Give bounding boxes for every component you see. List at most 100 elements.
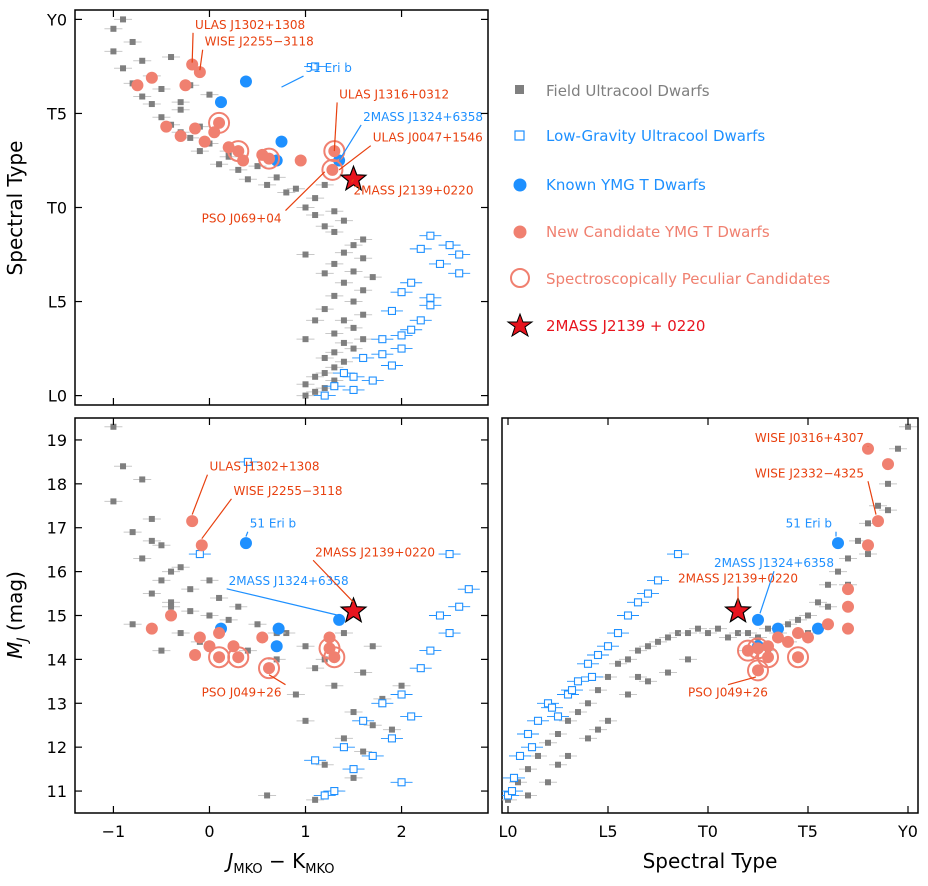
new-candidate-point	[822, 618, 834, 631]
peculiar-point-ring	[318, 637, 341, 660]
known-ymg-point	[275, 135, 288, 148]
low-gravity-point	[426, 646, 435, 655]
field-point	[177, 106, 184, 113]
field-point	[815, 599, 821, 606]
low-gravity-point	[407, 278, 416, 287]
known-ymg-point	[239, 75, 252, 88]
ytick-label: 16	[47, 563, 67, 582]
field-point	[635, 647, 641, 654]
field-point	[331, 377, 338, 384]
low-gravity-point	[311, 756, 320, 765]
new-candidate-point	[193, 66, 206, 79]
field-point	[360, 236, 367, 243]
new-candidate-point	[189, 649, 202, 661]
new-candidate-point	[198, 135, 211, 148]
ytick-label: 11	[47, 782, 67, 801]
low-gravity-point	[464, 585, 473, 594]
annotation-label: 2MASS J2139+0220	[678, 572, 798, 586]
field-point	[350, 298, 357, 305]
field-point	[139, 555, 146, 562]
field-point	[360, 669, 367, 676]
peculiar-point-fill	[263, 662, 276, 675]
field-point	[565, 752, 571, 759]
low-gravity-point	[416, 316, 425, 325]
field-point	[360, 336, 367, 343]
field-point	[795, 616, 801, 623]
xtick-label: 1	[300, 822, 310, 841]
xtick-label: T0	[697, 822, 718, 841]
field-point	[745, 630, 751, 637]
low-gravity-point	[426, 293, 435, 302]
low-gravity-point	[397, 288, 406, 297]
new-candidate-point	[174, 130, 187, 143]
new-candidate-point	[165, 609, 178, 622]
low-gravity-point	[583, 659, 593, 668]
ytick-label: T0	[46, 199, 67, 218]
ytick-label: L0	[48, 387, 67, 406]
field-point	[148, 537, 155, 544]
field-point	[575, 709, 581, 716]
low-gravity-point	[368, 751, 377, 760]
annotation-label: PSO J049+26	[688, 686, 768, 700]
xtick-label: L5	[598, 822, 617, 841]
field-point	[369, 643, 376, 650]
known-ymg-point	[752, 613, 764, 626]
field-point	[331, 364, 338, 371]
field-point	[292, 185, 299, 192]
new-candidate-point	[179, 79, 192, 92]
field-point	[555, 761, 561, 768]
field-point	[187, 586, 194, 593]
peculiar-point-ring	[208, 111, 231, 134]
field-point	[120, 16, 127, 23]
field-point	[168, 54, 175, 61]
legend-low-gravity-label: Low-Gravity Ultracool Dwarfs	[546, 127, 765, 145]
field-point	[321, 181, 328, 188]
new-candidate-point	[131, 79, 144, 92]
ytick-label: L5	[48, 293, 67, 312]
low-gravity-point	[243, 457, 252, 466]
legend-new-candidate-marker	[513, 225, 527, 239]
new-candidate-point	[782, 635, 794, 648]
annotation-label: 2MASS J2139+0220	[354, 183, 474, 197]
field-point	[283, 630, 290, 637]
field-point	[110, 498, 117, 505]
peculiar-point-ring	[321, 158, 344, 181]
low-gravity-point	[435, 611, 445, 620]
annotation-label: WISE J0316+4307	[755, 431, 864, 445]
low-gravity-point	[330, 382, 339, 391]
field-point	[206, 91, 213, 98]
known-ymg-point	[772, 622, 784, 635]
field-point	[110, 25, 117, 32]
peculiar-point-fill	[263, 152, 276, 165]
field-point	[865, 551, 871, 558]
annotation-label: 2MASS J1324+6358	[714, 556, 834, 570]
field-point	[715, 625, 721, 632]
low-gravity-point	[330, 787, 339, 796]
xtick-label: T5	[797, 822, 818, 841]
field-point	[331, 349, 338, 356]
low-gravity-point	[587, 672, 597, 681]
field-point	[158, 542, 165, 549]
field-point	[340, 339, 347, 346]
field-point	[321, 354, 328, 361]
new-candidate-point	[862, 539, 874, 552]
annotation-label: 51 Eri b	[306, 61, 352, 75]
field-point	[302, 251, 309, 258]
ytick-label: 14	[47, 650, 67, 669]
annotation-leader	[191, 474, 209, 515]
field-point	[331, 682, 338, 689]
new-candidate-point	[842, 583, 854, 596]
field-point	[139, 57, 146, 64]
ytick-label: Y0	[46, 10, 67, 29]
field-point	[302, 336, 309, 343]
field-point	[312, 665, 319, 672]
low-gravity-point	[339, 368, 348, 378]
field-point	[360, 255, 367, 262]
new-candidate-point	[872, 515, 884, 528]
annotation-label: 2MASS J1324+6358	[363, 110, 483, 124]
field-point	[331, 292, 338, 299]
field-point	[585, 735, 591, 742]
panel-bottom-left: PSO J049+26 2MASS J1324+6358 2MASS J2139+0…	[47, 417, 489, 841]
field-point	[885, 507, 891, 514]
new-candidate-point	[193, 631, 206, 644]
